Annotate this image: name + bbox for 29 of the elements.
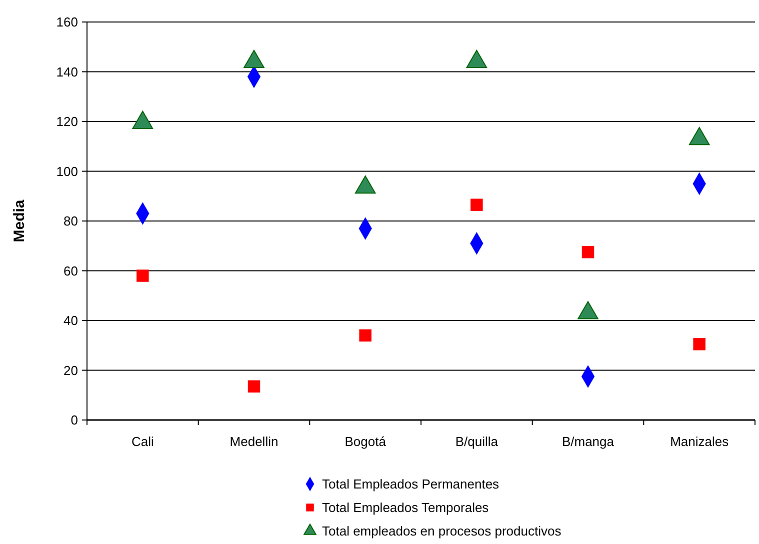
- x-tick-label: B/quilla: [455, 434, 499, 449]
- y-tick-label: 160: [56, 14, 78, 30]
- y-tick-label: 20: [64, 362, 78, 378]
- point: [466, 50, 488, 68]
- y-tick-label: 120: [56, 114, 78, 130]
- y-axis-title: Media: [11, 199, 28, 242]
- y-tick-label: 100: [56, 164, 78, 179]
- point: [688, 126, 710, 146]
- x-tick-label: Cali: [131, 434, 154, 449]
- legend-label: Total Empleados Permanentes: [322, 476, 500, 492]
- point: [244, 50, 264, 68]
- point: [470, 198, 483, 211]
- y-tick-label: 0: [70, 412, 78, 428]
- legend-label: Total Empleados Temporales: [322, 500, 490, 516]
- y-tick-label: 140: [56, 64, 78, 80]
- point: [132, 110, 154, 129]
- x-tick-label: B/manga: [562, 434, 615, 449]
- point: [582, 246, 594, 258]
- legend-label: Total empleados en procesos productivos: [322, 524, 562, 539]
- point: [359, 329, 372, 342]
- y-tick-label: 80: [64, 214, 78, 229]
- point: [693, 338, 706, 350]
- y-tick-label: 60: [64, 263, 78, 278]
- x-tick-label: Bogotá: [344, 434, 387, 449]
- x-tick-label: Medellin: [230, 434, 278, 449]
- point: [136, 270, 149, 282]
- point: [248, 380, 260, 393]
- x-tick-label: Manizales: [670, 434, 730, 449]
- y-tick-label: 40: [64, 313, 78, 328]
